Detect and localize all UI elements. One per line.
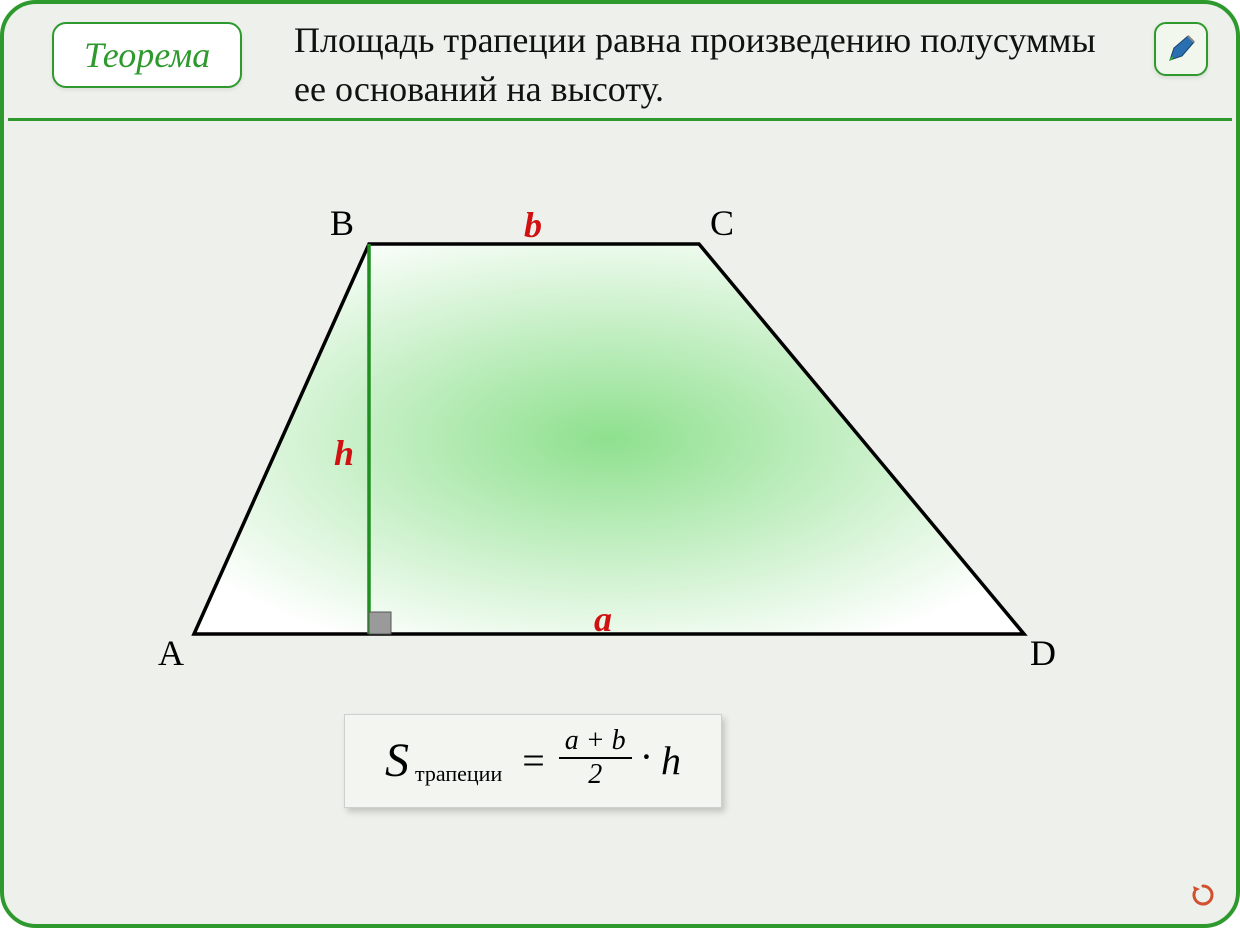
vertex-label-d: D [1030,632,1056,674]
header: Теорема Площадь трапеции равна произведе… [4,4,1236,124]
formula-subscript: трапеции [415,761,502,787]
reload-icon [1190,882,1216,908]
edge-label-a: a [594,598,612,640]
pen-button[interactable] [1154,22,1208,76]
formula-box: S трапеции = a + b 2 · h [344,714,722,808]
vertex-label-b: B [330,202,354,244]
vertex-label-a: A [158,632,184,674]
reload-button[interactable] [1190,882,1216,908]
diagram-svg [164,194,1084,674]
formula-denominator: 2 [588,759,602,789]
formula-numerator: a + b [559,727,632,759]
slide: Теорема Площадь трапеции равна произведе… [0,0,1240,928]
formula-symbol: S [385,733,409,788]
edge-label-b: b [524,204,542,246]
formula-fraction: a + b 2 [559,727,632,789]
pen-icon [1164,32,1198,66]
theorem-statement: Площадь трапеции равна произведению полу… [294,16,1116,113]
vertex-label-c: C [710,202,734,244]
trapezoid-diagram: A B C D b a h [164,194,1084,674]
edge-label-h: h [334,432,354,474]
theorem-tag: Теорема [52,22,242,88]
formula-tail: h [661,737,681,784]
header-divider [8,118,1232,121]
formula-equals: = [522,737,545,784]
formula-dot: · [640,733,653,780]
